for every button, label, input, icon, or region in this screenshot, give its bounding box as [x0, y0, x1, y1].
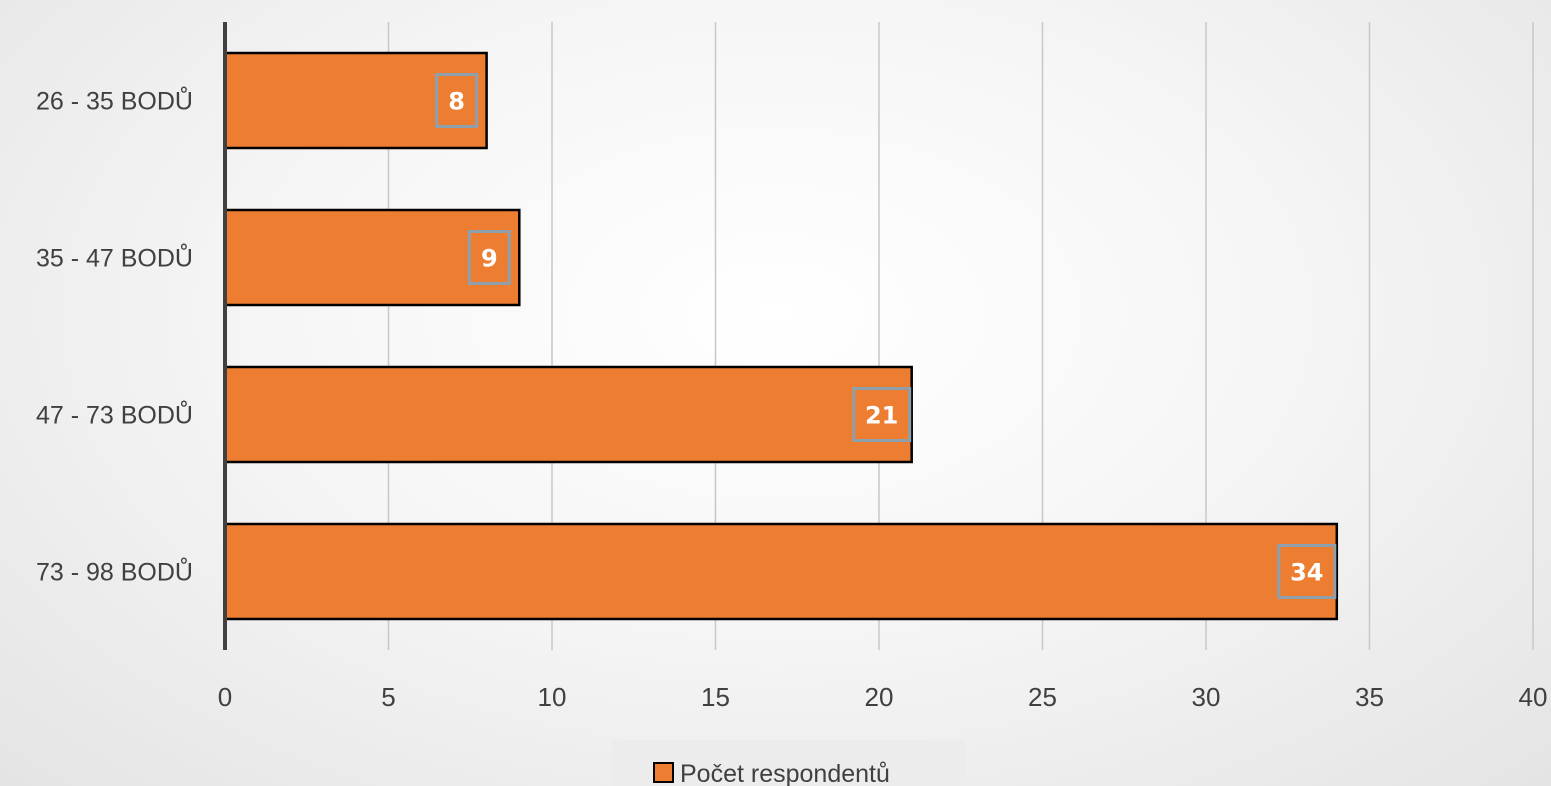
- x-tick-label-25: 25: [1028, 682, 1057, 712]
- x-tick-label-10: 10: [538, 682, 567, 712]
- data-label-3: 21: [865, 402, 898, 430]
- category-label-1: 26 - 35 BODŮ: [36, 85, 193, 116]
- data-label-2: 9: [481, 245, 498, 273]
- legend-label: Počet respondentů: [680, 760, 890, 786]
- data-label-box-3: [852, 387, 912, 442]
- category-label-4: 73 - 98 BODŮ: [36, 556, 193, 587]
- bar-3: [223, 365, 913, 464]
- bar-4: [223, 522, 1339, 621]
- bars: 8 9 21 34: [223, 51, 1339, 621]
- data-label-1: 8: [448, 88, 465, 116]
- data-label-4: 34: [1290, 559, 1323, 587]
- x-tick-label-20: 20: [865, 682, 894, 712]
- category-labels: 26 - 35 BODŮ 35 - 47 BODŮ 47 - 73 BODŮ 73 -…: [36, 85, 193, 587]
- x-tick-label-30: 30: [1192, 682, 1221, 712]
- data-label-box-4: [1277, 544, 1337, 599]
- category-label-3: 47 - 73 BODŮ: [36, 399, 193, 430]
- legend-swatch: [653, 762, 674, 783]
- x-tick-label-15: 15: [701, 682, 730, 712]
- gridlines: [387, 22, 1534, 650]
- x-tick-label-40: 40: [1519, 682, 1548, 712]
- x-tick-label-35: 35: [1355, 682, 1384, 712]
- value-axis-ticks: 0 5 10 15 20 25 30 35 40: [218, 682, 1548, 712]
- data-label-box-2: [467, 230, 511, 285]
- category-label-2: 35 - 47 BODŮ: [36, 242, 193, 273]
- x-tick-label-5: 5: [381, 682, 395, 712]
- data-label-box-1: [435, 73, 479, 128]
- legend: Počet respondentů: [612, 740, 966, 786]
- bar-2: [223, 208, 521, 307]
- x-tick-label-0: 0: [218, 682, 232, 712]
